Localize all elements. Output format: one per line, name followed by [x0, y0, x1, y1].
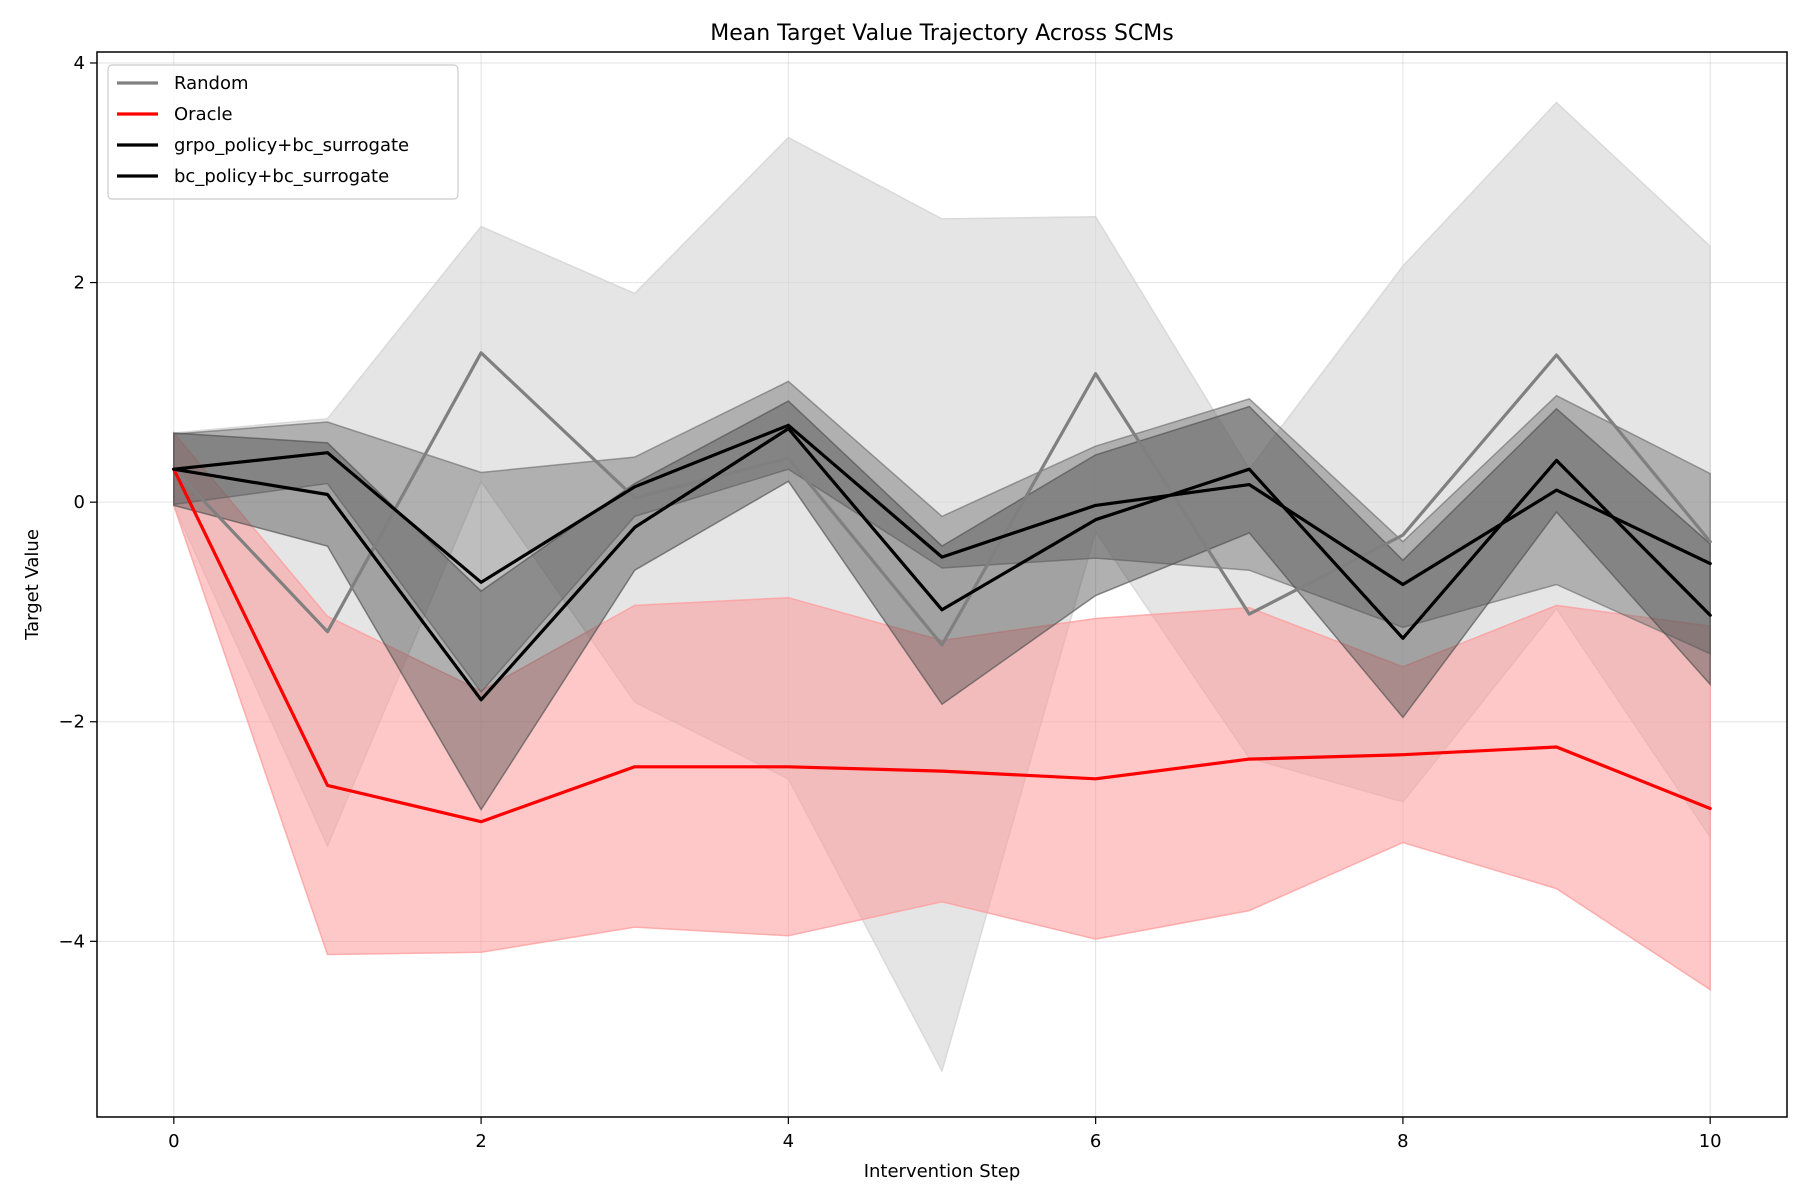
line-layer [172, 351, 1712, 824]
y-tick-label: −2 [58, 712, 85, 733]
x-tick-label: 6 [1090, 1131, 1101, 1152]
y-tick-label: 4 [74, 53, 85, 74]
series-line-0 [172, 351, 1712, 647]
chart-title: Mean Target Value Trajectory Across SCMs [710, 21, 1173, 46]
series-band-1 [173, 430, 1711, 991]
y-tick-label: 0 [74, 492, 85, 513]
series-line-1 [172, 467, 1712, 824]
legend-label-3: bc_policy+bc_surrogate [174, 166, 389, 187]
y-axis-label: Target Value [22, 529, 43, 641]
series-band-3 [173, 400, 1711, 812]
plot-frame [96, 51, 1788, 1118]
x-tick-label: 8 [1397, 1131, 1408, 1152]
legend: Random Oracle grpo_policy+bc_surrogate bc_p… [107, 64, 459, 200]
series-line-3 [172, 427, 1712, 702]
legend-box [107, 64, 459, 200]
tick-layer: 0 2 4 6 8 10 −4 −2 0 2 4 [58, 53, 1721, 1152]
series-line-2 [172, 423, 1712, 587]
x-tick-label: 2 [475, 1131, 486, 1152]
x-tick-label: 0 [168, 1131, 179, 1152]
band-layer [173, 101, 1711, 1073]
x-tick-label: 10 [1699, 1131, 1722, 1152]
x-tick-label: 4 [783, 1131, 794, 1152]
legend-label-2: grpo_policy+bc_surrogate [174, 135, 409, 156]
legend-label-1: Oracle [174, 104, 233, 125]
x-axis-label: Intervention Step [864, 1161, 1021, 1182]
legend-label-0: Random [174, 73, 249, 94]
y-tick-label: −4 [58, 931, 85, 952]
y-tick-label: 2 [74, 273, 85, 294]
